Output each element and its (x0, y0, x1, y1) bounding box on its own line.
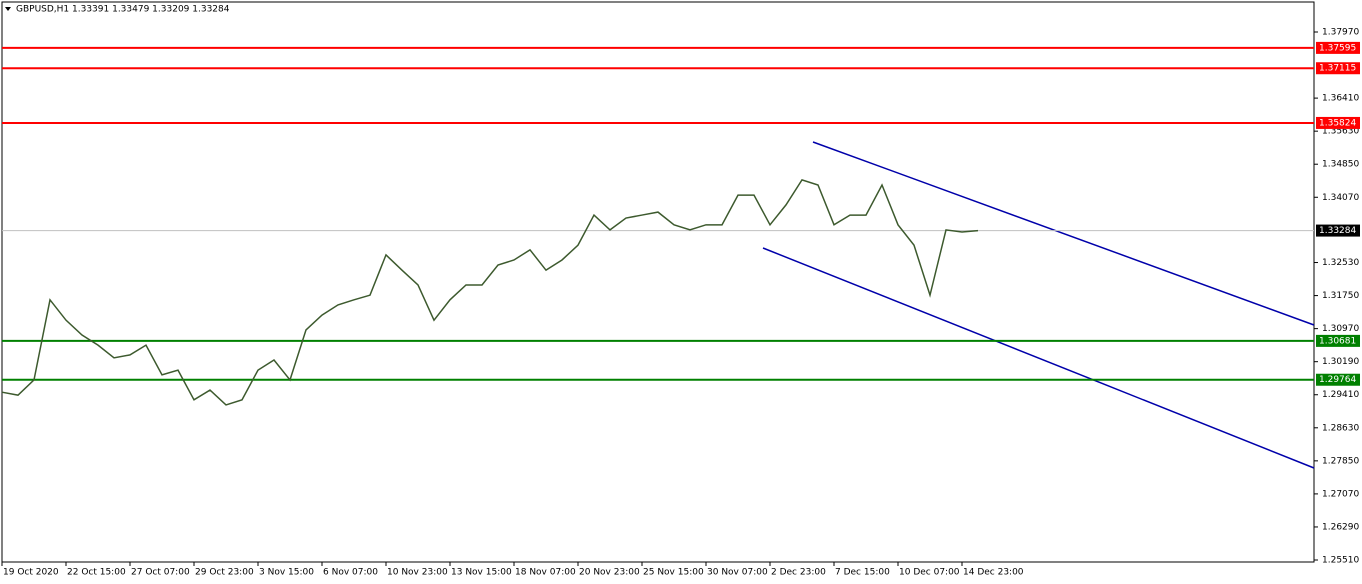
x-tick-label: 10 Nov 23:00 (387, 568, 448, 578)
y-tick-label: 1.37970 (1322, 28, 1359, 38)
price-tag (1316, 373, 1360, 386)
price-tag (1316, 334, 1360, 347)
x-tick-label: 29 Oct 23:00 (195, 568, 254, 578)
x-tick-label: 18 Nov 07:00 (515, 568, 576, 578)
y-tick-label: 1.30190 (1322, 357, 1359, 367)
price-tag (1316, 116, 1360, 129)
y-tick-label: 1.27070 (1322, 489, 1359, 499)
chart-title: GBPUSD,H1 1.33391 1.33479 1.33209 1.3328… (16, 5, 230, 15)
x-tick-label: 22 Oct 15:00 (67, 568, 126, 578)
channel-upper (812, 141, 1315, 326)
y-tick-label: 1.34070 (1322, 193, 1359, 203)
y-tick-label: 1.29410 (1322, 390, 1359, 400)
y-tick-label: 1.27850 (1322, 456, 1359, 466)
x-tick-label: 19 Oct 2020 (3, 568, 59, 578)
x-tick-label: 20 Nov 23:00 (579, 568, 640, 578)
price-tag-label: 1.30681 (1319, 336, 1356, 346)
price-tag-label: 1.33284 (1319, 226, 1356, 236)
price-line (1, 179, 979, 406)
price-tag-label: 1.29764 (1319, 375, 1356, 385)
channel-lower (762, 247, 1315, 469)
x-tick-label: 3 Nov 15:00 (259, 568, 314, 578)
y-tick-label: 1.28630 (1322, 423, 1359, 433)
price-tag-label: 1.35824 (1319, 118, 1356, 128)
y-tick-label: 1.34850 (1322, 160, 1359, 170)
price-tag-label: 1.37115 (1319, 64, 1356, 74)
price-tag-label: 1.37595 (1319, 43, 1356, 53)
y-tick-label: 1.31750 (1322, 291, 1359, 301)
menu-arrow[interactable] (5, 7, 11, 11)
x-tick-label: 2 Dec 23:00 (771, 568, 826, 578)
x-tick-label: 30 Nov 07:00 (707, 568, 768, 578)
y-tick-label: 1.25510 (1322, 556, 1359, 566)
x-tick-label: 14 Dec 23:00 (963, 568, 1024, 578)
x-tick-label: 27 Oct 07:00 (131, 568, 190, 578)
y-tick-label: 1.30970 (1322, 324, 1359, 334)
y-tick-label: 1.32530 (1322, 258, 1359, 268)
price-tag (1316, 62, 1360, 75)
x-tick-label: 25 Nov 15:00 (643, 568, 704, 578)
x-tick-label: 13 Nov 15:00 (451, 568, 512, 578)
x-tick-label: 10 Dec 07:00 (899, 568, 960, 578)
x-tick-label: 7 Dec 15:00 (835, 568, 890, 578)
y-tick-label: 1.35630 (1322, 127, 1359, 137)
plot-frame (1, 1, 1315, 563)
y-tick-label: 1.36410 (1322, 94, 1359, 104)
price-tag (1316, 224, 1360, 237)
y-tick-label: 1.26290 (1322, 522, 1359, 532)
price-tag (1316, 41, 1360, 54)
x-tick-label: 6 Nov 07:00 (323, 568, 378, 578)
